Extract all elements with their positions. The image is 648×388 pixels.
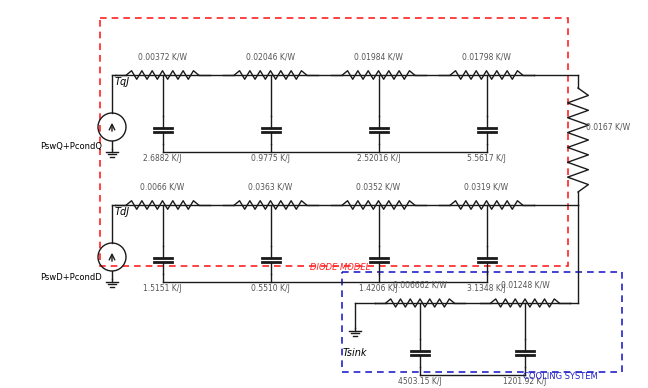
Text: 1.5151 K/J: 1.5151 K/J [143, 284, 182, 293]
Text: 0.006662 K/W: 0.006662 K/W [393, 280, 447, 289]
Text: 0.0066 K/W: 0.0066 K/W [141, 182, 185, 191]
Text: 0.0167 K/W: 0.0167 K/W [586, 123, 630, 132]
Text: 0.9775 K/J: 0.9775 K/J [251, 154, 290, 163]
Text: 2.6882 K/J: 2.6882 K/J [143, 154, 181, 163]
Text: 1.4206 K/J: 1.4206 K/J [359, 284, 398, 293]
Text: 0.01984 K/W: 0.01984 K/W [354, 52, 403, 61]
Text: 3.1348 K/J: 3.1348 K/J [467, 284, 506, 293]
Text: 2.52016 K/J: 2.52016 K/J [357, 154, 400, 163]
Text: Tsink: Tsink [343, 348, 367, 358]
Bar [100, 18, 568, 266]
Text: 0.02046 K/W: 0.02046 K/W [246, 52, 295, 61]
Text: 0.00372 K/W: 0.00372 K/W [138, 52, 187, 61]
Text: 0.5510 K/J: 0.5510 K/J [251, 284, 290, 293]
Text: 0.01798 K/W: 0.01798 K/W [462, 52, 511, 61]
Text: DIODE MODEL: DIODE MODEL [310, 263, 370, 272]
Text: 4503.15 K/J: 4503.15 K/J [398, 377, 442, 386]
Bar [342, 272, 622, 372]
Text: PswD+PcondD: PswD+PcondD [40, 272, 102, 282]
Text: 0.01248 K/W: 0.01248 K/W [501, 280, 550, 289]
Text: 0.0363 K/W: 0.0363 K/W [248, 182, 293, 191]
Text: 0.0352 K/W: 0.0352 K/W [356, 182, 400, 191]
Text: TdJ: TdJ [115, 207, 130, 217]
Text: COOLING SYSTEM: COOLING SYSTEM [523, 372, 597, 381]
Text: PswQ+PcondQ: PswQ+PcondQ [40, 142, 102, 151]
Text: 1201.92 K/J: 1201.92 K/J [503, 377, 547, 386]
Text: 0.0319 K/W: 0.0319 K/W [465, 182, 509, 191]
Text: TqJ: TqJ [115, 77, 130, 87]
Text: 5.5617 K/J: 5.5617 K/J [467, 154, 506, 163]
